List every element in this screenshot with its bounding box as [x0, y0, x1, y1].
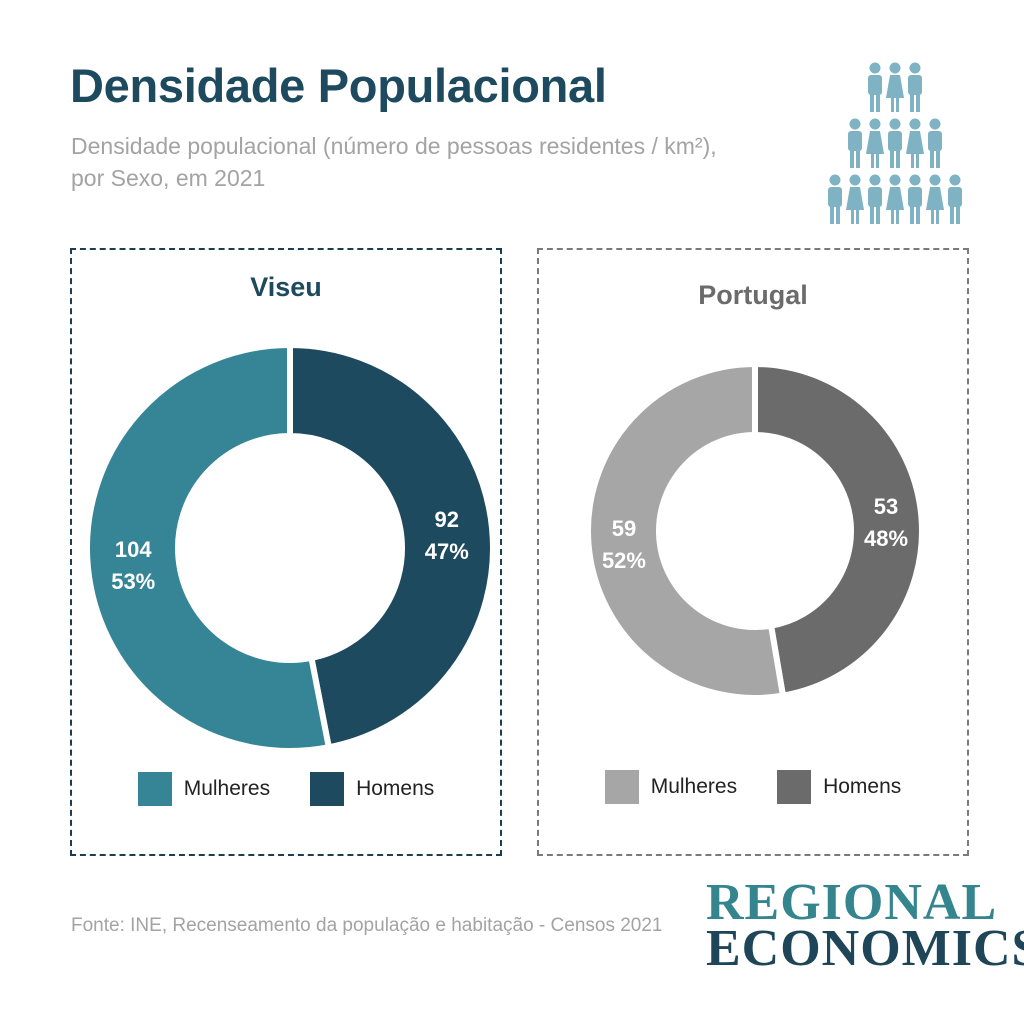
- person-icon: [886, 62, 904, 112]
- data-label-percent-mulheres: 52%: [602, 548, 646, 573]
- data-label-value-mulheres: 104: [115, 537, 152, 562]
- page-subtitle: Densidade populacional (número de pessoa…: [71, 133, 717, 191]
- viseu-legend: Mulheres Homens: [72, 772, 500, 806]
- page-title: Densidade Populacional: [70, 59, 607, 112]
- legend-swatch-homens: [777, 770, 812, 804]
- legend-swatch-mulheres: [604, 770, 639, 804]
- person-icon: [928, 118, 942, 168]
- legend-item-homens: Homens: [310, 772, 434, 806]
- person-icon: [868, 62, 882, 112]
- viseu-donut-chart: 92 47% 104 53%: [84, 341, 496, 754]
- person-icon: [948, 174, 962, 224]
- logo-line-1: Regional: [706, 874, 998, 931]
- person-icon: [926, 174, 944, 224]
- legend-swatch-mulheres: [137, 772, 172, 806]
- data-label-value-mulheres: 59: [612, 516, 636, 541]
- person-icon: [908, 62, 922, 112]
- data-label-percent-mulheres: 53%: [111, 569, 155, 594]
- logo-line-2: Economics: [706, 920, 1024, 977]
- legend-label-homens: Homens: [356, 777, 435, 800]
- donut-slice-homens: [752, 360, 925, 700]
- person-icon: [906, 118, 924, 168]
- person-icon: [868, 174, 882, 224]
- source-footnote: Fonte: INE, Recenseamento da população e…: [71, 915, 663, 936]
- legend-label-homens: Homens: [823, 775, 902, 798]
- legend-item-homens: Homens: [777, 770, 901, 804]
- legend-item-mulheres: Mulheres: [137, 772, 271, 806]
- person-icon: [886, 174, 904, 224]
- viseu-chart-title: Viseu: [250, 272, 322, 302]
- data-label-percent-homens: 47%: [425, 539, 469, 564]
- legend-label-mulheres: Mulheres: [650, 775, 738, 798]
- people-pyramid-icon: [828, 62, 962, 224]
- person-icon: [888, 118, 902, 168]
- donut-slice-mulheres: [585, 360, 787, 701]
- donut-slice-homens: [287, 341, 496, 751]
- person-icon: [848, 118, 862, 168]
- data-label-value-homens: 92: [435, 507, 459, 532]
- portugal-panel: Portugal 53 48% 59 52% Mulheres Homens: [537, 248, 969, 856]
- data-label-percent-homens: 48%: [864, 526, 908, 551]
- portugal-legend: Mulheres Homens: [539, 770, 967, 804]
- portugal-donut-chart: 53 48% 59 52%: [585, 360, 925, 701]
- data-label-value-homens: 53: [874, 494, 898, 519]
- person-icon: [908, 174, 922, 224]
- viseu-panel: Viseu 92 47% 104 53% Mulheres Homens: [70, 248, 502, 856]
- person-icon: [846, 174, 864, 224]
- person-icon: [866, 118, 884, 168]
- regional-economics-logo: Regional Economics: [706, 874, 1024, 977]
- legend-item-mulheres: Mulheres: [604, 770, 738, 804]
- legend-label-mulheres: Mulheres: [183, 777, 271, 800]
- donut-slice-mulheres: [84, 341, 333, 754]
- person-icon: [828, 174, 842, 224]
- portugal-chart-title: Portugal: [698, 280, 808, 310]
- legend-swatch-homens: [310, 772, 345, 806]
